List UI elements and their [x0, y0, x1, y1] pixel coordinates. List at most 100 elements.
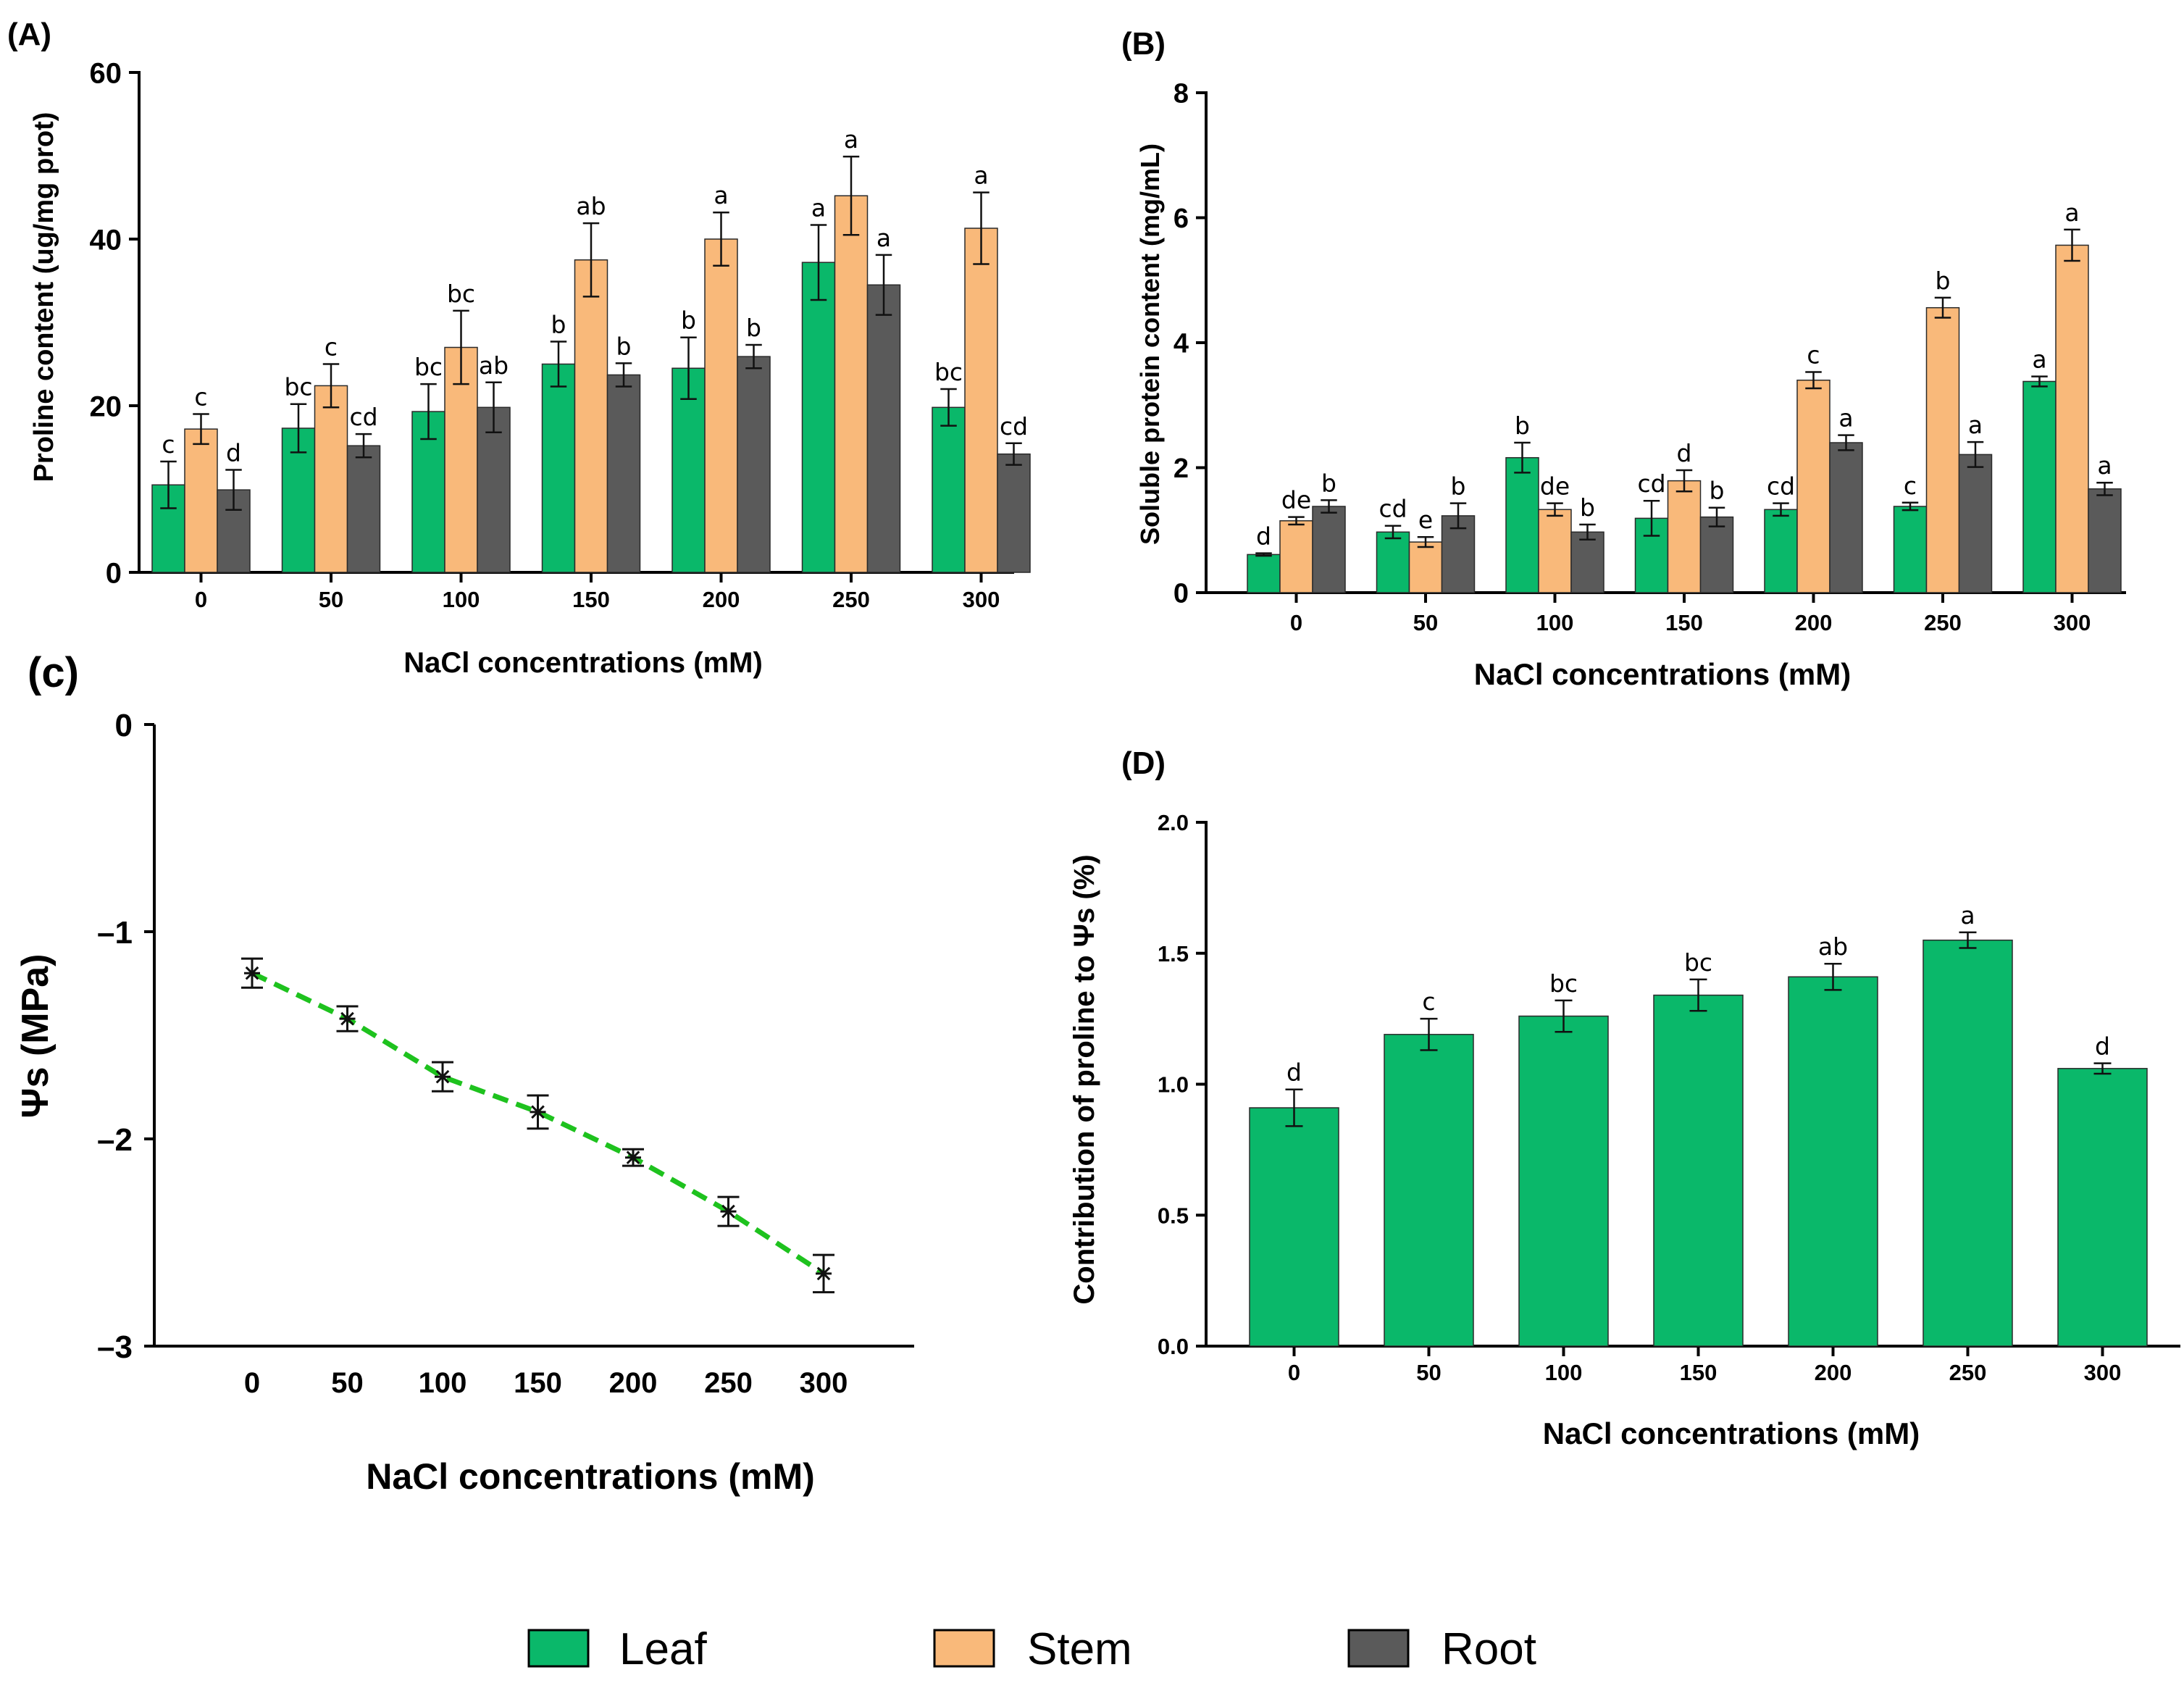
- bar-contribution: [1249, 1107, 1339, 1347]
- x-tick-label: 100: [1536, 610, 1574, 635]
- bar-contribution: [1384, 1034, 1474, 1347]
- significance-letter: c: [1807, 341, 1820, 369]
- legend-label-leaf: Leaf: [619, 1624, 707, 1674]
- bar-leaf: [1893, 506, 1928, 593]
- significance-letter: d: [1677, 439, 1692, 467]
- bar-leaf: [1505, 456, 1539, 593]
- panel-a-x-axis-title: NaCl concentrations (mM): [403, 647, 763, 679]
- significance-letter: a: [714, 181, 728, 209]
- y-tick-label: –1: [97, 915, 133, 951]
- x-tick-label: 150: [1680, 1360, 1718, 1385]
- significance-letter: ab: [576, 192, 606, 220]
- significance-letter: b: [551, 310, 566, 338]
- panel-d-label: (D): [1121, 746, 1166, 781]
- legend-swatch-root: [1347, 1629, 1410, 1668]
- panel-d-y-axis-title: Contribution of proline to Ψs (%): [1068, 854, 1100, 1304]
- significance-letter: bc: [284, 373, 312, 401]
- y-tick-label: –3: [97, 1329, 133, 1365]
- significance-letter: d: [1256, 522, 1271, 551]
- panel-a-y-axis-title: Proline content (ug/mg prot): [29, 112, 59, 483]
- y-tick-label: 2: [1173, 454, 1189, 484]
- significance-letter: cd: [1637, 469, 1665, 498]
- y-tick-label: 20: [90, 391, 122, 422]
- bar-contribution: [1518, 1015, 1609, 1347]
- panel-c-water-potential-chart: (c) 0 –1 –2 –3 0 50 100 150 200 250 300 Ψs (MPa) N…: [14, 649, 914, 1497]
- y-tick-label: 8: [1173, 79, 1189, 109]
- significance-letter: b: [1515, 412, 1530, 440]
- significance-letter: cd: [1767, 472, 1795, 501]
- bar-root: [997, 453, 1031, 573]
- bar-stem: [314, 385, 348, 573]
- significance-letter: de: [1540, 472, 1570, 501]
- x-tick-label: 200: [703, 587, 740, 612]
- significance-letter: b: [1451, 472, 1466, 501]
- bar-stem: [1667, 480, 1702, 593]
- legend: Leaf Stem Root: [527, 1624, 1536, 1674]
- significance-letter: b: [746, 314, 761, 342]
- bar-leaf: [932, 406, 966, 573]
- y-tick-label: 1.5: [1158, 941, 1189, 966]
- x-tick-label: 150: [572, 587, 610, 612]
- panel-c-axes: 0 –1 –2 –3 0 50 100 150 200 250 300: [97, 708, 914, 1399]
- significance-letter: bc: [1549, 969, 1578, 998]
- significance-letter: cd: [1000, 412, 1028, 440]
- legend-swatch-leaf: [527, 1629, 590, 1668]
- x-tick-label: 100: [443, 587, 480, 612]
- bar-stem: [1925, 306, 1960, 593]
- data-point-marker: [720, 1203, 737, 1220]
- y-tick-label: 4: [1173, 329, 1189, 359]
- data-point-marker: [816, 1265, 832, 1282]
- panel-c-label: (c): [28, 649, 79, 696]
- y-tick-label: 0: [106, 557, 122, 589]
- significance-letter: ab: [1818, 932, 1848, 961]
- significance-letter: a: [1968, 411, 1983, 439]
- y-tick-label: 40: [90, 224, 122, 256]
- x-tick-label: 250: [832, 587, 870, 612]
- marker-stroke: [245, 966, 259, 980]
- significance-letter: e: [1418, 506, 1433, 534]
- y-tick-label: 0: [1173, 579, 1189, 609]
- significance-letter: c: [194, 383, 207, 412]
- data-point-marker: [625, 1149, 641, 1166]
- data-point-marker: [244, 965, 260, 982]
- panel-b-label: (B): [1121, 26, 1166, 62]
- significance-letter: b: [1580, 493, 1595, 522]
- panel-c-x-axis-title: NaCl concentrations (mM): [366, 1456, 815, 1497]
- significance-letter: bc: [1684, 948, 1712, 977]
- panel-c-y-axis-title: Ψs (MPa): [14, 954, 57, 1119]
- significance-letter: b: [616, 332, 632, 360]
- bar-leaf: [1247, 554, 1281, 593]
- significance-letter: bc: [414, 353, 443, 381]
- bar-root: [1312, 506, 1346, 593]
- x-tick-label: 150: [514, 1367, 562, 1399]
- significance-letter: bc: [934, 358, 963, 386]
- bar-stem: [184, 428, 218, 573]
- bar-leaf: [541, 363, 576, 573]
- data-point-marker: [530, 1103, 546, 1120]
- bar-root: [1958, 454, 1993, 593]
- significance-letter: a: [844, 125, 858, 154]
- significance-letter: c: [1904, 472, 1917, 500]
- significance-letter: d: [226, 439, 241, 467]
- x-tick-label: 250: [704, 1367, 753, 1399]
- panel-d-contribution-chart: (D) 0.0 0.5 1.0 1.5 2.0 0 50 100 150 200 250 300 d c…: [1068, 746, 2180, 1450]
- legend-label-root: Root: [1442, 1624, 1536, 1674]
- marker-stroke: [340, 1011, 354, 1026]
- significance-letter: bc: [447, 280, 475, 308]
- significance-letter: d: [2095, 1032, 2110, 1061]
- significance-letter: a: [974, 162, 988, 190]
- bar-stem: [1408, 541, 1443, 593]
- x-tick-label: 0: [244, 1367, 260, 1399]
- y-tick-label: 0.5: [1158, 1203, 1189, 1228]
- x-tick-label: 50: [1413, 610, 1438, 635]
- bar-root: [1699, 516, 1734, 593]
- x-tick-label: 250: [1949, 1360, 1987, 1385]
- bar-root: [606, 374, 641, 573]
- significance-letter: a: [1960, 901, 1975, 930]
- x-tick-label: 100: [1545, 1360, 1583, 1385]
- bar-root: [346, 445, 381, 573]
- significance-letter: a: [2097, 451, 2112, 480]
